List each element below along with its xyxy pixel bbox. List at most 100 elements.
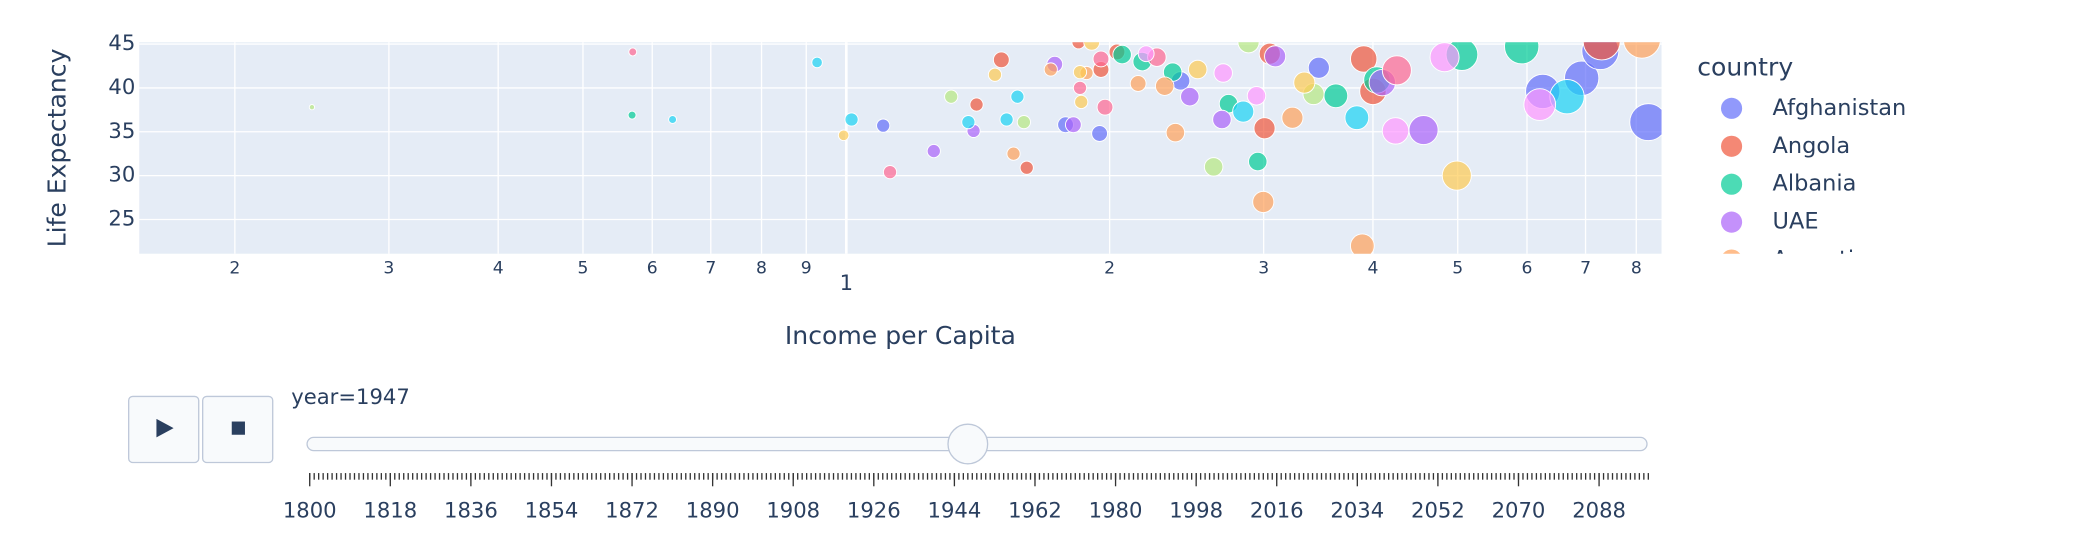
bubble: [999, 112, 1014, 127]
points: [308, 42, 1662, 254]
legend-marker: [1721, 97, 1743, 119]
bubble: [987, 67, 1003, 82]
legend-label: Angola: [1773, 133, 1851, 159]
bubble: [1381, 117, 1410, 145]
bubble: [1523, 88, 1557, 121]
bubble: [1252, 190, 1275, 213]
bubble: [837, 129, 850, 142]
bubble: [1072, 80, 1088, 95]
bubble: [628, 47, 638, 57]
legend-marker: [1721, 173, 1743, 195]
x-tick-label: 1: [840, 270, 853, 295]
stop-icon: [231, 421, 245, 435]
bubble: [844, 112, 859, 127]
bubble: [1623, 42, 1661, 59]
bubble: [1203, 157, 1224, 177]
bubble: [882, 165, 898, 180]
bubble: [1408, 115, 1439, 146]
slider-tick-label: 2070: [1492, 497, 1546, 522]
x-tick-label: 6: [647, 258, 658, 278]
x-tick-label: 5: [1452, 258, 1463, 278]
bubble: [1071, 42, 1086, 50]
x-tick-label: 7: [705, 258, 716, 278]
bubble: [1350, 233, 1375, 254]
bubble: [308, 104, 316, 111]
bubble: [1092, 50, 1110, 68]
bubble: [1010, 89, 1025, 104]
x-tick-label: 4: [493, 258, 504, 278]
bubble: [1091, 125, 1109, 142]
slider-tick-label: 1926: [847, 497, 901, 522]
bubble: [1129, 75, 1147, 92]
grid: [139, 42, 1662, 254]
y-tick-label: 25: [108, 205, 135, 230]
x-tick-label: 4: [1367, 258, 1378, 278]
slider-tick-label: 1944: [928, 497, 982, 522]
x-tick-label: 3: [383, 258, 394, 278]
slider-handle[interactable]: [947, 423, 989, 465]
bubble: [944, 89, 959, 104]
slider-tick-label: 2034: [1330, 497, 1384, 522]
play-button[interactable]: [128, 395, 200, 464]
bubble: [1212, 109, 1232, 130]
bubble: [1083, 42, 1101, 51]
slider-tick-label: 1818: [363, 497, 417, 522]
slider-tick-label: 1908: [766, 497, 820, 522]
bubble: [1112, 44, 1132, 65]
x-tick-label: 2: [1104, 258, 1115, 278]
bubble: [668, 115, 677, 124]
y-axis-title: Life Expectancy: [43, 48, 72, 247]
bubble: [1293, 71, 1316, 94]
bubble: [1307, 56, 1330, 79]
bubble: [1096, 98, 1114, 116]
legend-marker: [1721, 211, 1743, 233]
bubble: [1019, 160, 1034, 175]
legend: country Afghanistan Angola Albania UAE Argen…: [1697, 53, 1906, 254]
legend-label: Albania: [1773, 171, 1857, 197]
slider-tick-label: 2052: [1411, 497, 1465, 522]
slider-tick-label: 1980: [1089, 497, 1143, 522]
y-tick-label: 40: [108, 74, 135, 99]
x-axis-title: Income per Capita: [785, 321, 1016, 350]
bubble: [969, 97, 984, 112]
x-tick-label: 2: [229, 258, 240, 278]
slider-tick-label: 1854: [525, 497, 579, 522]
bubble: [1246, 86, 1267, 106]
bubble: [961, 115, 976, 130]
bubble: [1504, 42, 1540, 65]
slider-tick-label: 2016: [1250, 497, 1304, 522]
bubble: [1381, 55, 1412, 86]
bubble: [1064, 116, 1082, 134]
bubble: [811, 56, 823, 69]
x-tick-label: 6: [1522, 258, 1533, 278]
slider-tick-label: 1998: [1169, 497, 1223, 522]
bubble: [1188, 59, 1208, 80]
slider-current-value: year=1947: [291, 384, 410, 409]
slider-tick-label: 1962: [1008, 497, 1062, 522]
slider-tick-label: 1872: [605, 497, 659, 522]
bubble: [1582, 42, 1621, 61]
x-tick-label: 8: [756, 258, 767, 278]
bubble: [1253, 117, 1276, 140]
bubble: [1344, 105, 1370, 131]
bubble: [1043, 62, 1058, 77]
x-tick-label: 9: [801, 258, 812, 278]
stop-button[interactable]: [202, 395, 274, 464]
bubble: [1323, 83, 1349, 109]
bubble: [1281, 106, 1304, 129]
legend-title: country: [1697, 53, 1793, 82]
bubble: [1072, 65, 1088, 80]
x-tick-label: 3: [1258, 258, 1269, 278]
y-tick-label: 30: [108, 162, 135, 187]
bubble: [992, 51, 1010, 69]
bubble: [1074, 94, 1089, 110]
bubble: [1180, 86, 1200, 107]
bubble: [1264, 45, 1287, 68]
bubble: [1441, 160, 1472, 191]
bubble: [1213, 63, 1233, 83]
bubble: [1165, 122, 1186, 143]
slider-tick-label: 1800: [283, 497, 337, 522]
legend-marker: [1721, 135, 1743, 157]
